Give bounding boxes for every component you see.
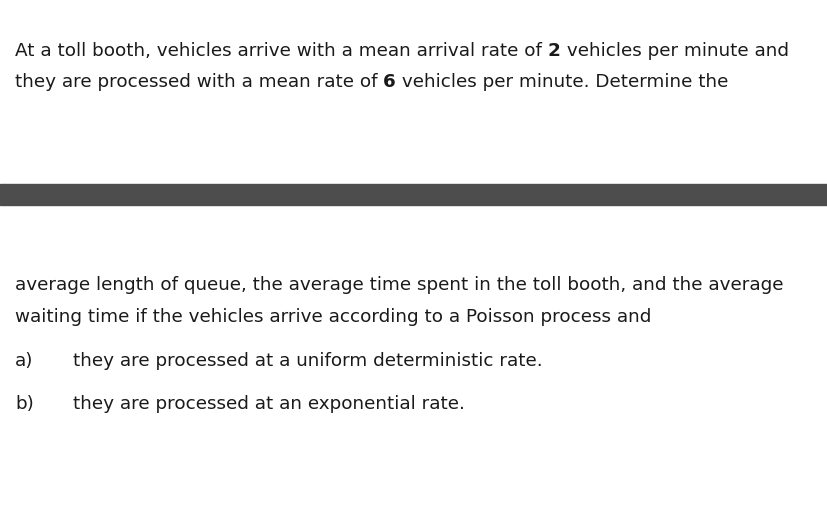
Text: average length of queue, the average time spent in the toll booth, and the avera: average length of queue, the average tim…: [15, 276, 783, 295]
Text: they are processed at a uniform deterministic rate.: they are processed at a uniform determin…: [73, 352, 543, 371]
Text: they are processed with a mean rate of: they are processed with a mean rate of: [15, 73, 383, 91]
Text: 2: 2: [547, 42, 561, 60]
Bar: [0, 184, 827, 205]
Text: vehicles per minute. Determine the: vehicles per minute. Determine the: [396, 73, 729, 91]
Text: At a toll booth, vehicles arrive with a mean arrival rate of: At a toll booth, vehicles arrive with a …: [15, 42, 547, 60]
Text: vehicles per minute and: vehicles per minute and: [561, 42, 788, 60]
Text: waiting time if the vehicles arrive according to a Poisson process and: waiting time if the vehicles arrive acco…: [15, 308, 651, 326]
Text: they are processed at an exponential rate.: they are processed at an exponential rat…: [73, 395, 465, 414]
Text: b): b): [15, 395, 34, 414]
Text: 6: 6: [383, 73, 396, 91]
Text: a): a): [15, 352, 33, 371]
